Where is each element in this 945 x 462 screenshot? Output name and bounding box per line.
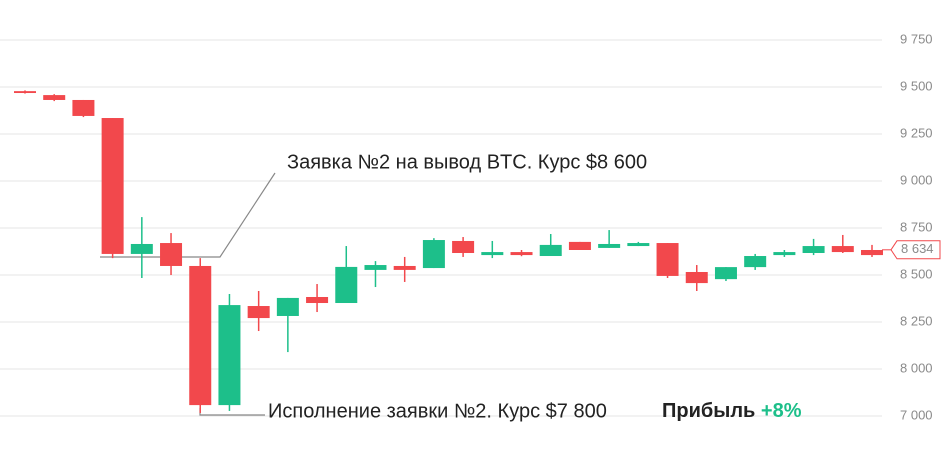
candle-body (861, 249, 883, 256)
candle-body (685, 271, 708, 284)
candle-body (568, 241, 591, 250)
candle-body (306, 296, 329, 304)
candle-body (43, 95, 66, 100)
y-tick-label: 9 750 (900, 31, 933, 46)
candle-body (714, 267, 737, 280)
candle-body (72, 99, 95, 116)
candle-body (218, 305, 241, 406)
candle-body (598, 243, 621, 248)
candle-body (393, 265, 416, 270)
y-tick-label: 8 500 (900, 266, 933, 281)
candle-body (656, 243, 679, 276)
candle-body (452, 240, 475, 254)
annotation-connector (199, 408, 265, 416)
profit-label: Прибыль (662, 400, 755, 422)
y-tick-label: 8 750 (900, 219, 933, 234)
y-tick-label: 8 000 (900, 360, 933, 375)
candle-body (247, 306, 270, 319)
candle-body (422, 240, 445, 269)
annotation: Исполнение заявки №2. Курс $7 800 (268, 400, 607, 422)
candle-body (802, 246, 825, 254)
candle-body (510, 252, 533, 256)
candle-body (831, 246, 854, 253)
candle-body (276, 297, 299, 316)
candle-body (744, 256, 767, 268)
candle-body (160, 243, 183, 266)
last-price-label: 8 634 (901, 241, 934, 256)
y-tick-label: 9 000 (900, 172, 933, 187)
profit-text: Прибыль +8% (662, 400, 802, 422)
candle-body (335, 266, 358, 304)
candle-body (130, 243, 153, 254)
candle-body (101, 118, 124, 254)
y-tick-label: 8 250 (900, 313, 933, 328)
candle-body (627, 243, 650, 247)
y-tick-label: 7 000 (900, 407, 933, 422)
y-tick-label: 9 250 (900, 125, 933, 140)
annotation-connector (100, 172, 276, 258)
y-tick-label: 9 500 (900, 78, 933, 93)
candle-body (189, 265, 212, 406)
candle-body (14, 91, 36, 94)
last-price-box (890, 240, 941, 260)
candle-body (481, 252, 504, 256)
candle-body (539, 244, 562, 257)
annotation: Заявка №2 на вывод BTC. Курс $8 600 (287, 151, 647, 173)
candle-body (364, 265, 387, 270)
profit-value: +8% (761, 400, 802, 422)
candle-body (773, 252, 796, 256)
